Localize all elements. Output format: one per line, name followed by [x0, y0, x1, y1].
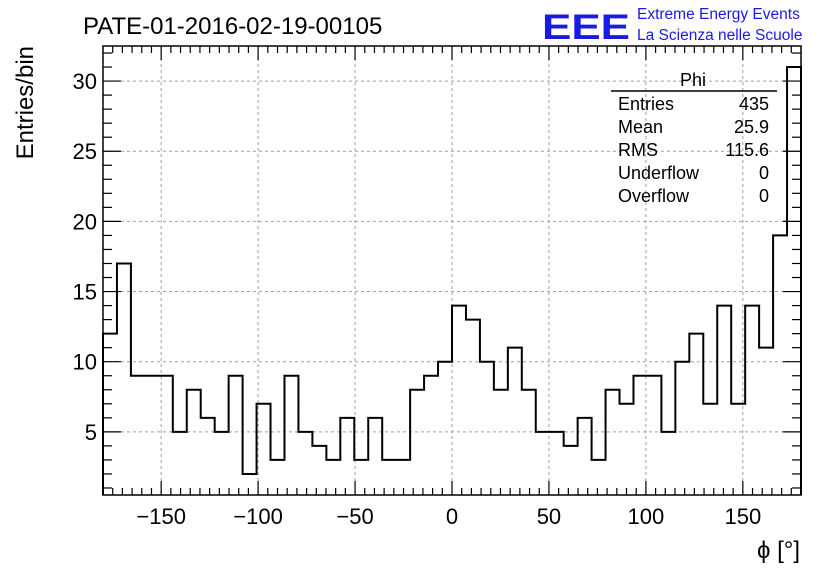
stats-row-label: Overflow: [618, 186, 690, 206]
y-tick-label: 15: [73, 280, 97, 305]
stats-row-value: 25.9: [734, 117, 769, 137]
y-tick-label: 10: [73, 350, 97, 375]
logo-line-2: La Scienza nelle Scuole: [637, 27, 802, 44]
stats-row-value: 0: [759, 186, 769, 206]
y-tick-labels: 5 10 15 20 25 30: [73, 69, 97, 445]
stats-row-label: Entries: [618, 94, 674, 114]
eee-logo: EEE Extreme Energy Events La Scienza nel…: [542, 6, 802, 47]
y-tick-label: 25: [73, 139, 97, 164]
x-tick-label: −150: [136, 504, 186, 529]
x-tick-label: −50: [336, 504, 373, 529]
x-tick-label: 100: [628, 504, 665, 529]
stats-row-label: Underflow: [618, 163, 700, 183]
stats-row-label: Mean: [618, 117, 663, 137]
x-tick-label: 0: [446, 504, 458, 529]
stats-row-label: RMS: [618, 140, 658, 160]
y-tick-label: 5: [85, 420, 97, 445]
axis-ticks: [103, 46, 801, 495]
stats-rows: Entries 435 Mean 25.9 RMS 115.6 Underflow 0 Over…: [618, 94, 769, 206]
x-axis-label: ϕ [°]: [757, 537, 800, 564]
logo-line-1: Extreme Energy Events: [637, 6, 800, 23]
x-tick-labels: −150 −100 −50 0 50 100 150: [136, 504, 761, 529]
stats-row-value: 0: [759, 163, 769, 183]
x-tick-label: −100: [233, 504, 283, 529]
grid-lines: [103, 46, 801, 495]
stats-box: Phi Entries 435 Mean 25.9 RMS 115.6 Underflow 0…: [611, 70, 777, 206]
x-tick-label: 50: [537, 504, 561, 529]
stats-row-value: 435: [739, 94, 769, 114]
stats-title: Phi: [680, 70, 706, 90]
chart-title: PATE-01-2016-02-19-00105: [83, 13, 382, 40]
y-axis-label: Entries/bin: [12, 46, 39, 159]
logo-mark: EEE: [542, 8, 630, 47]
histogram-line: [102, 66, 802, 495]
stats-row-value: 115.6: [725, 140, 769, 160]
y-tick-label: 30: [73, 69, 97, 94]
x-tick-label: 150: [724, 504, 761, 529]
y-tick-label: 20: [73, 209, 97, 234]
